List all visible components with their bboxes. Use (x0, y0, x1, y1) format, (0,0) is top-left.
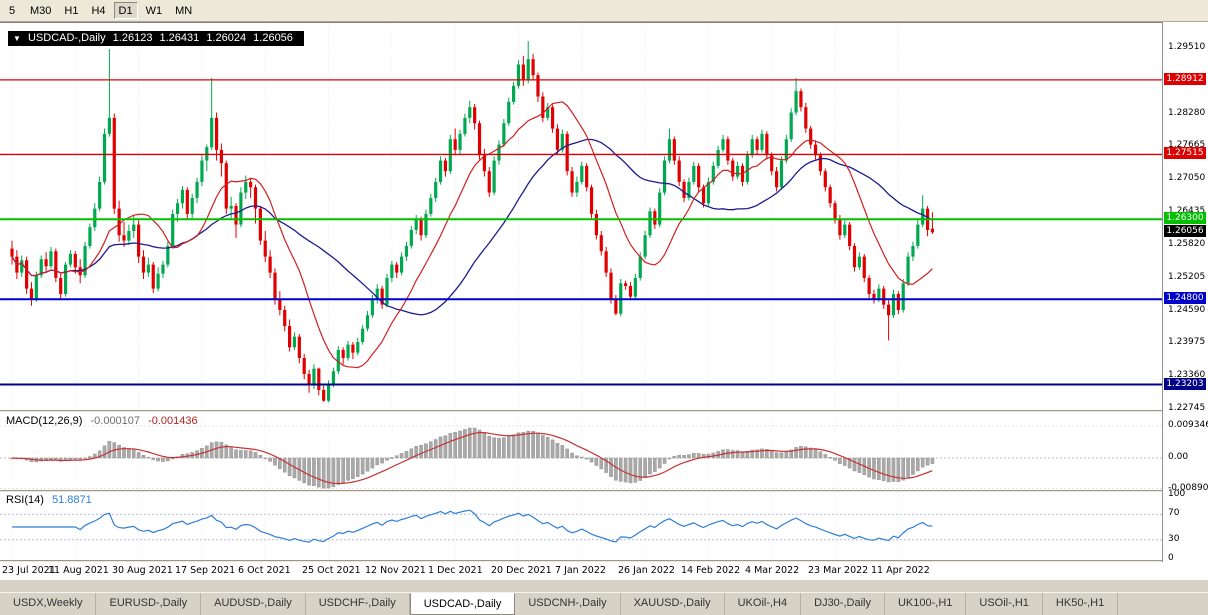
rsi-value: 51.8871 (51, 494, 92, 506)
status-strip (0, 580, 1208, 592)
macd-axis-label: 0.009346 (1168, 420, 1208, 430)
price-tick-label: 1.28280 (1168, 108, 1206, 118)
tab-dj30-daily[interactable]: DJ30-,Daily (801, 593, 885, 615)
panel-splitter[interactable] (0, 560, 1208, 562)
macd-signal-value: -0.001436 (148, 415, 198, 427)
ohlc-low-value: 1.26024 (206, 32, 247, 44)
collapse-arrow-icon[interactable]: ▼ (13, 34, 21, 43)
candles-layer (10, 41, 935, 403)
date-label: 23 Mar 2022 (808, 565, 869, 576)
date-label: 25 Oct 2021 (302, 565, 361, 576)
tab-usdcad-daily[interactable]: USDCAD-,Daily (409, 593, 516, 615)
rsi-indicator-title: RSI(14) 51.8871 (6, 494, 92, 506)
chart-symbol-label: USDCAD-,Daily (27, 32, 106, 44)
panel-splitter[interactable] (0, 490, 1208, 492)
tab-usdcnh-daily[interactable]: USDCNH-,Daily (515, 593, 621, 615)
date-label: 11 Aug 2021 (48, 565, 109, 576)
timeframe-button-mn[interactable]: MN (170, 2, 198, 19)
price-tick-label: 1.26435 (1168, 206, 1206, 216)
price-tick-label: 1.24590 (1168, 305, 1206, 315)
tab-eurusd-daily[interactable]: EURUSD-,Daily (96, 593, 202, 615)
price-level-badge: 1.28912 (1164, 73, 1206, 85)
price-tick-label: 1.27665 (1168, 140, 1206, 150)
macd-panel-plot[interactable] (0, 413, 1162, 491)
date-label: 4 Mar 2022 (745, 565, 800, 576)
timeframe-button-h4[interactable]: H4 (86, 2, 111, 19)
date-label: 1 Dec 2021 (428, 565, 483, 576)
price-tick-label: 1.25820 (1168, 239, 1206, 249)
macd-axis-label: 0.00 (1168, 452, 1189, 462)
price-level-badge: 1.26300 (1164, 212, 1206, 224)
timeframe-button-d1[interactable]: D1 (113, 2, 138, 19)
timeframe-toolbar: 5 M30 H1 H4 D1 W1 MN (0, 0, 1208, 22)
candlestick-chart[interactable] (0, 23, 1162, 411)
price-level-badge: 1.23203 (1164, 378, 1206, 390)
timeframe-button-h1[interactable]: H1 (59, 2, 84, 19)
macd-indicator-title: MACD(12,26,9) -0.000107 -0.001436 (6, 415, 198, 427)
chart-title-box: ▼ USDCAD-,Daily 1.26123 1.26431 1.26024 … (8, 31, 304, 46)
price-level-badge: 1.24800 (1164, 292, 1206, 304)
timeframe-button-5[interactable]: 5 (2, 2, 22, 19)
date-label: 6 Oct 2021 (238, 565, 291, 576)
ohlc-open-value: 1.26123 (112, 32, 153, 44)
price-tick-label: 1.23975 (1168, 337, 1206, 347)
timeframe-button-w1[interactable]: W1 (140, 2, 168, 19)
rsi-axis-label: 100 (1168, 489, 1186, 499)
horizontal-levels-layer[interactable] (0, 79, 1162, 386)
timeframe-button-m30[interactable]: M30 (25, 2, 57, 19)
tab-xauusd-daily[interactable]: XAUUSD-,Daily (621, 593, 725, 615)
macd-axis-label: -0.008902 (1168, 483, 1208, 493)
panel-splitter[interactable] (0, 410, 1208, 412)
tab-usoil-h1[interactable]: USOil-,H1 (966, 593, 1043, 615)
date-label: 20 Dec 2021 (491, 565, 552, 576)
price-tick-label: 1.29510 (1168, 42, 1206, 52)
price-tick-label: 1.23360 (1168, 370, 1206, 380)
rsi-indicator-label: RSI(14) (6, 494, 44, 506)
price-tick-label: 1.22745 (1168, 403, 1206, 413)
tab-uk100-h1[interactable]: UK100-,H1 (885, 593, 967, 615)
chart-area (0, 22, 1208, 562)
tab-usdchf-daily[interactable]: USDCHF-,Daily (306, 593, 410, 615)
tab-audusd-daily[interactable]: AUDUSD-,Daily (201, 593, 306, 615)
date-label: 11 Apr 2022 (871, 565, 930, 576)
price-level-badge: 1.27515 (1164, 147, 1206, 159)
ma-fast-line (11, 101, 933, 369)
date-label: 14 Feb 2022 (681, 565, 741, 576)
tab-usdx-weekly[interactable]: USDX,Weekly (0, 593, 97, 615)
chart-tabs-bar: USDX,Weekly EURUSD-,Daily AUDUSD-,Daily USD… (0, 592, 1208, 615)
macd-signal-line (11, 432, 933, 485)
macd-indicator-label: MACD(12,26,9) (6, 415, 83, 427)
tab-hk50-h1[interactable]: HK50-,H1 (1043, 593, 1119, 615)
date-label: 23 Jul 2021 (2, 565, 56, 576)
current-price-badge: 1.26056 (1164, 225, 1206, 237)
rsi-axis-label: 0 (1168, 553, 1174, 563)
rsi-line (12, 509, 933, 543)
ma-slow-line (11, 138, 933, 316)
price-tick-label: 1.25205 (1168, 272, 1206, 282)
tab-ukoil-h4[interactable]: UKOil-,H4 (725, 593, 802, 615)
rsi-axis-label: 30 (1168, 534, 1180, 544)
macd-main-value: -0.000107 (90, 415, 141, 427)
grid-layer (11, 23, 899, 411)
date-label: 17 Sep 2021 (175, 565, 236, 576)
axis-separator-line (1162, 22, 1163, 562)
date-label: 12 Nov 2021 (365, 565, 426, 576)
date-label: 7 Jan 2022 (555, 565, 606, 576)
rsi-axis-label: 70 (1168, 508, 1180, 518)
price-axis[interactable]: 1.29510 1.28280 1.27665 1.27050 1.26435 1.258… (1163, 22, 1208, 563)
ohlc-high-value: 1.26431 (159, 32, 200, 44)
rsi-panel-plot[interactable] (0, 493, 1162, 561)
date-label: 26 Jan 2022 (618, 565, 675, 576)
time-axis[interactable]: 23 Jul 2021 11 Aug 2021 30 Aug 2021 17 Sep … (0, 562, 1208, 580)
price-tick-label: 1.27050 (1168, 173, 1206, 183)
ohlc-close-value: 1.26056 (253, 32, 293, 44)
date-label: 30 Aug 2021 (112, 565, 173, 576)
